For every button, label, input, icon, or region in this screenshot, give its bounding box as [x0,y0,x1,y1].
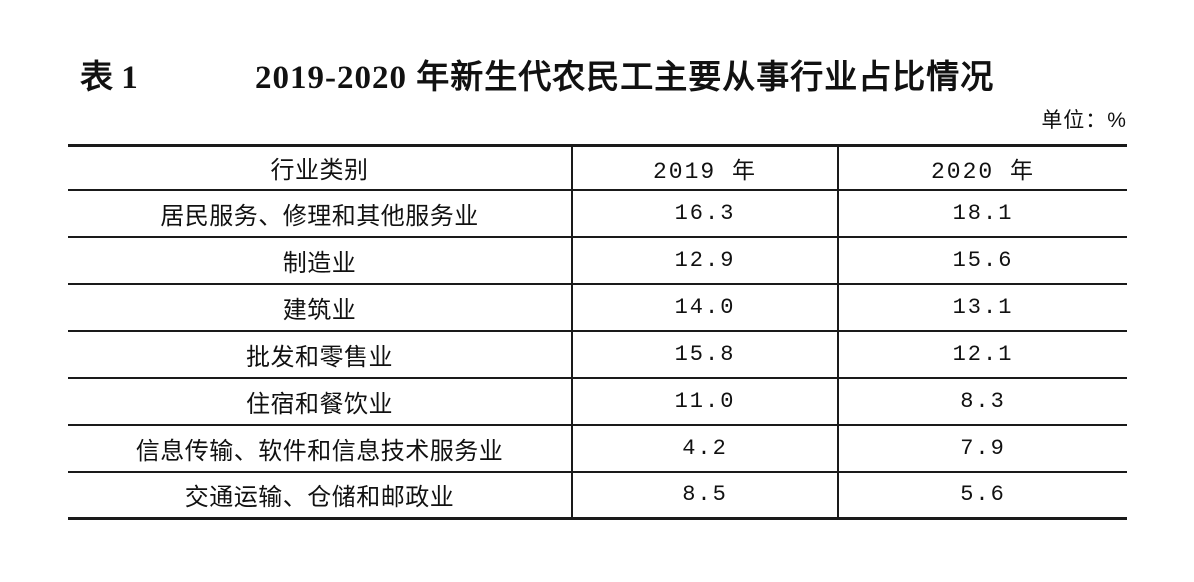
column-header-industry: 行业类别 [270,157,369,185]
cell-2019-value: 11.0 [571,377,839,425]
table-header-row: 行业类别 2019 年 2020 年 [68,145,1127,190]
cell-2020-value: 8.3 [960,388,1006,414]
industry-share-table: 行业类别 2019 年 2020 年 居民服务、修理和其他服务业 16.3 18… [68,144,1127,520]
column-header-2020: 2020 年 [930,158,1035,185]
table-row: 信息传输、软件和信息技术服务业 4.2 7.9 [68,424,1127,472]
cell-2019-value: 4.2 [571,424,839,472]
table-row: 交通运输、仓储和邮政业 8.5 5.6 [68,471,1127,519]
cell-industry: 建筑业 [282,296,357,324]
column-header-2019: 2019 年 [571,145,839,190]
cell-2019-value: 12.9 [571,236,839,284]
table-row: 批发和零售业 15.8 12.1 [68,330,1127,378]
cell-industry: 信息传输、软件和信息技术服务业 [135,437,504,465]
cell-industry: 交通运输、仓储和邮政业 [184,484,455,512]
cell-2019-value: 8.5 [571,471,839,519]
cell-2020-value: 12.1 [952,341,1014,367]
cell-2020-value: 7.9 [960,435,1006,461]
cell-2020-value: 13.1 [952,294,1014,320]
cell-2020-value: 5.6 [960,482,1006,508]
cell-2020-value: 15.6 [952,247,1014,273]
cell-industry: 批发和零售业 [246,343,393,371]
table-row: 居民服务、修理和其他服务业 16.3 18.1 [68,189,1127,237]
table-caption: 表 1 2019-2020 年新生代农民工主要从事行业占比情况 [0,50,1194,96]
cell-industry: 住宿和餐饮业 [246,390,393,418]
cell-2019-value: 16.3 [571,189,839,237]
table-caption-label: 表 1 [80,60,138,96]
cell-2020-value: 18.1 [952,200,1014,226]
table-row: 建筑业 14.0 13.1 [68,283,1127,331]
table-row: 制造业 12.9 15.6 [68,236,1127,284]
cell-industry: 制造业 [282,249,357,277]
cell-industry: 居民服务、修理和其他服务业 [160,202,479,230]
page-title: 2019-2020 年新生代农民工主要从事行业占比情况 [255,60,995,96]
cell-2019-value: 14.0 [571,283,839,331]
table-row: 住宿和餐饮业 11.0 8.3 [68,377,1127,425]
cell-2019-value: 15.8 [571,330,839,378]
unit-note: 单位：% [1041,109,1127,132]
